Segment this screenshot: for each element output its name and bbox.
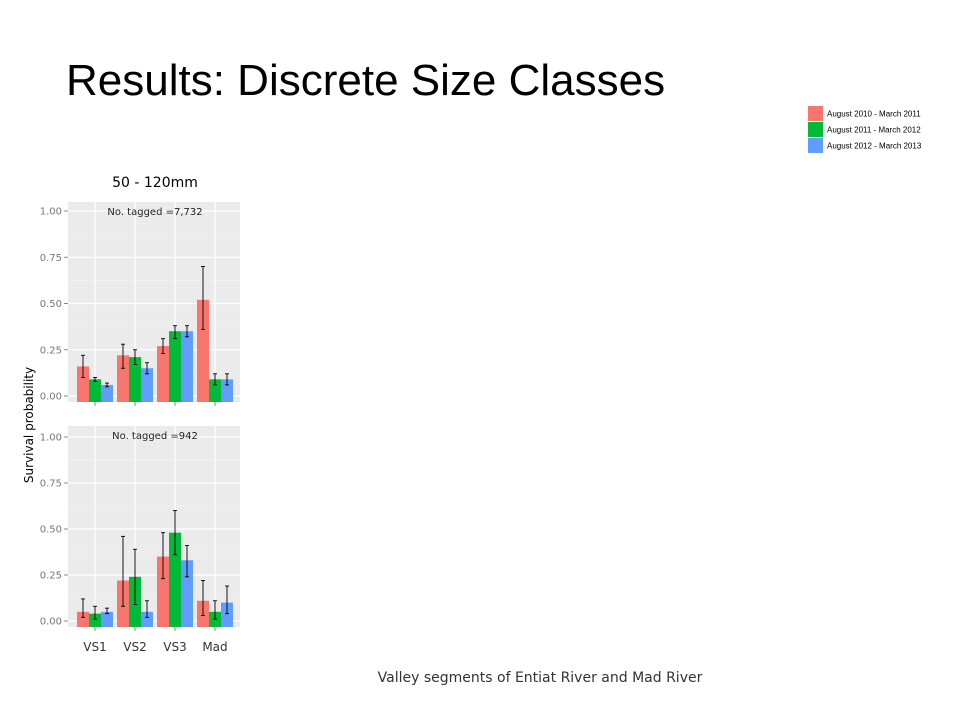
- bar: [181, 331, 193, 402]
- panel-annotation: No. tagged =942: [112, 431, 198, 442]
- legend-swatch: [808, 122, 823, 137]
- x-tick-label: VS1: [83, 640, 106, 654]
- x-tick-label: VS3: [163, 640, 186, 654]
- legend-label: August 2011 - March 2012: [827, 126, 921, 135]
- panel: 0.00 0.25 0.50 0.75 1.00 No. tagged =7,732: [40, 202, 240, 406]
- legend-label: August 2012 - March 2013: [827, 142, 922, 151]
- y-tick-label: 0.25: [40, 345, 62, 356]
- legend: August 2010 - March 2011 August 2011 - Ma…: [808, 106, 922, 153]
- y-tick-label: 0.25: [40, 571, 62, 582]
- x-tick-label: VS2: [123, 640, 146, 654]
- y-tick-label: 0.75: [40, 253, 62, 264]
- bar: [221, 379, 233, 402]
- x-axis-label: Valley segments of Entiat River and Mad …: [378, 670, 703, 686]
- y-tick-label: 1.00: [40, 433, 62, 444]
- bar: [129, 357, 141, 402]
- bar: [169, 331, 181, 402]
- bar: [101, 384, 113, 402]
- bar: [157, 556, 169, 627]
- bar: [169, 532, 181, 627]
- bar: [197, 299, 209, 402]
- y-tick-label: 1.00: [40, 207, 62, 218]
- bar: [181, 560, 193, 627]
- panel: 0.00 0.25 0.50 0.75 1.00 No. tagged =942: [40, 426, 240, 631]
- panel-background: [68, 426, 240, 627]
- y-tick-label: 0.00: [40, 617, 62, 628]
- chart-subtitle: 50 - 120mm: [112, 175, 198, 191]
- bar: [221, 602, 233, 627]
- x-ticks: VS1 VS2 VS3 Mad: [83, 640, 227, 654]
- panels: 0.000.250.500.751.00 No. tagged =7,7320.0…: [40, 202, 240, 631]
- y-tick-label: 0.00: [40, 392, 62, 403]
- y-tick-label: 0.50: [40, 299, 62, 310]
- legend-label: August 2010 - March 2011: [827, 110, 921, 119]
- y-axis-label: Survival probability: [22, 367, 36, 483]
- bar: [209, 379, 221, 402]
- bar: [101, 611, 113, 627]
- bar: [77, 366, 89, 402]
- legend-swatch: [808, 106, 823, 121]
- x-tick-label: Mad: [202, 640, 227, 654]
- y-tick-label: 0.75: [40, 479, 62, 490]
- y-tick-label: 0.50: [40, 525, 62, 536]
- bar: [89, 379, 101, 402]
- panel-background: [68, 202, 240, 402]
- bar: [141, 368, 153, 402]
- panel-annotation: No. tagged =7,732: [107, 207, 202, 218]
- legend-swatch: [808, 138, 823, 153]
- bar: [117, 355, 129, 402]
- slide-title: Results: Discrete Size Classes: [66, 56, 666, 105]
- bar: [157, 346, 169, 402]
- bar: [77, 611, 89, 627]
- bar: [89, 613, 101, 627]
- bar: [141, 611, 153, 627]
